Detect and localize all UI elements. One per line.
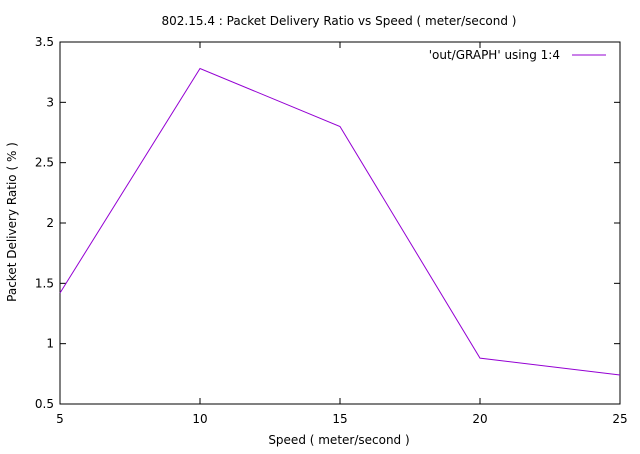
ticks-layer: 5 10 15 20 25 0.5 1 1.5 2 2.5 3 3.5	[35, 35, 628, 426]
x-tick-label: 10	[192, 412, 207, 426]
x-tick-label: 20	[472, 412, 487, 426]
y-tick-label: 0.5	[35, 397, 54, 411]
legend-label: 'out/GRAPH' using 1:4	[429, 48, 560, 62]
y-tick-label: 1	[46, 337, 54, 351]
x-axis-label: Speed ( meter/second )	[268, 433, 409, 447]
y-tick-label: 2	[46, 216, 54, 230]
legend: 'out/GRAPH' using 1:4	[429, 48, 606, 62]
x-tick-label: 5	[56, 412, 64, 426]
y-tick-label: 3.5	[35, 35, 54, 49]
y-tick-label: 1.5	[35, 276, 54, 290]
y-tick-label: 2.5	[35, 156, 54, 170]
y-axis-label: Packet Delivery Ratio ( % )	[5, 142, 19, 302]
x-tick-label: 25	[612, 412, 627, 426]
series-layer	[60, 69, 620, 376]
y-tick-label: 3	[46, 95, 54, 109]
plot-area-border	[60, 42, 620, 404]
chart-title: 802.15.4 : Packet Delivery Ratio vs Spee…	[162, 14, 517, 28]
x-tick-label: 15	[332, 412, 347, 426]
series-line	[60, 69, 620, 376]
